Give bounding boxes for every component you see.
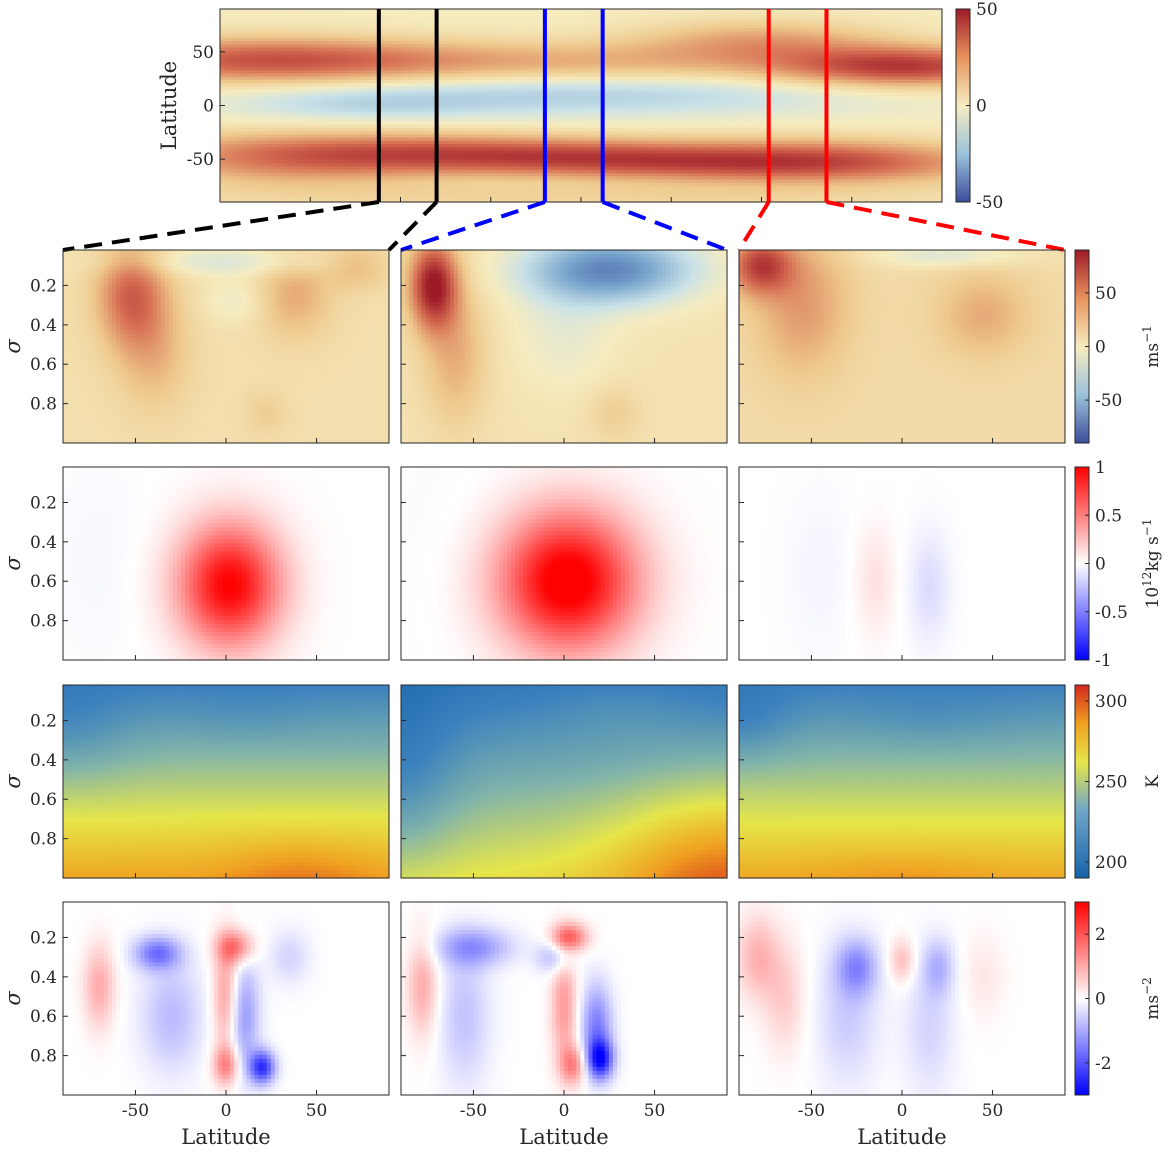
section-heatmap-r2-c3 [739,467,1066,661]
section-heatmap-r1-c2 [401,250,728,444]
section-heatmap-r3-c2 [401,685,728,879]
top-ytick-label: 50 [192,43,214,63]
top-ylabel: Latitude [157,61,181,150]
sigma-tick-label: 0.4 [30,968,57,988]
row-colorbar-4-tick-label: -2 [1095,1054,1112,1074]
top-colorbar-tick-label: 0 [976,97,987,117]
section-connector [63,202,379,250]
row-colorbar-3-tick-label: 300 [1095,692,1127,712]
sigma-tick-label: 0.6 [30,1007,57,1027]
row-colorbar-3-tick-label: 200 [1095,853,1127,873]
sigma-axis-label: σ [1,339,25,354]
section-heatmap-r1-c1 [63,250,390,444]
section-heatmap-r4-c2 [401,902,728,1096]
section-connector [603,202,727,250]
sigma-tick-label: 0.2 [30,493,57,513]
section-connector [826,202,1065,250]
row-colorbar-4-tick-label: 2 [1095,925,1106,945]
xtick-label: 0 [559,1101,570,1121]
x-axis-label: Latitude [519,1125,608,1149]
xtick-label: 50 [982,1101,1004,1121]
sigma-tick-label: 0.6 [30,572,57,592]
sigma-tick-label: 0.8 [30,612,57,632]
sigma-axis-label: σ [1,991,25,1006]
sigma-tick-label: 0.4 [30,316,57,336]
section-heatmap-r2-c2 [401,467,728,661]
row-colorbar-1-tick-label: 50 [1095,284,1117,304]
sigma-tick-label: 0.2 [30,928,57,948]
top-colorbar-tick-label: -50 [976,193,1003,213]
section-heatmap-r2-c1 [63,467,390,661]
section-connector [401,202,545,250]
top-colorbar-tick-label: 50 [976,0,998,20]
sigma-tick-label: 0.6 [30,355,57,375]
top-ytick-label: 0 [203,97,214,117]
section-heatmap-r4-c3 [739,902,1066,1096]
section-heatmap-r1-c3 [739,250,1066,444]
section-heatmap-r4-c1 [63,902,390,1096]
sigma-tick-label: 0.4 [30,751,57,771]
sigma-axis-label: σ [1,774,25,789]
xtick-label: 50 [644,1101,666,1121]
row-colorbar-4-tick-label: 0 [1095,990,1106,1010]
colorbar-unit-label: ms−2 [1140,977,1163,1020]
row-colorbar-2-tick-label: 0.5 [1095,506,1122,526]
row-colorbar-3-tick-label: 250 [1095,773,1127,793]
sigma-tick-label: 0.4 [30,533,57,553]
colorbar-unit-label: 1012kg s−1 [1140,519,1163,609]
xtick-label: 50 [306,1101,328,1121]
section-connector [739,202,769,250]
sigma-axis-label: σ [1,556,25,571]
xtick-label: -50 [460,1101,487,1121]
top-ytick-label: -50 [187,150,214,170]
row-colorbar-2-tick-label: -1 [1095,651,1112,671]
row-colorbar-1-tick-label: -50 [1095,391,1122,411]
section-heatmap-r3-c1 [63,685,390,879]
sigma-tick-label: 0.6 [30,790,57,810]
x-axis-label: Latitude [181,1125,270,1149]
sigma-tick-label: 0.2 [30,711,57,731]
sigma-tick-label: 0.8 [30,830,57,850]
section-connector [389,202,437,250]
row-colorbar-2-tick-label: 1 [1095,458,1106,478]
xtick-label: 0 [221,1101,232,1121]
heatmap-layer [63,9,1066,1096]
row-colorbar-2-tick-label: -0.5 [1095,603,1128,623]
xtick-label: -50 [798,1101,825,1121]
sigma-tick-label: 0.8 [30,1047,57,1067]
colorbar-unit-label: ms−1 [1140,325,1163,368]
colorbar-unit-label: K [1143,775,1163,788]
x-axis-label: Latitude [857,1125,946,1149]
sigma-tick-label: 0.2 [30,276,57,296]
row-colorbar-2-tick-label: 0 [1095,555,1106,575]
xtick-label: -50 [122,1101,149,1121]
row-colorbar-1-tick-label: 0 [1095,338,1106,358]
top-overview-heatmap [220,9,943,203]
xtick-label: 0 [897,1101,908,1121]
section-heatmap-r3-c3 [739,685,1066,879]
sigma-tick-label: 0.8 [30,395,57,415]
